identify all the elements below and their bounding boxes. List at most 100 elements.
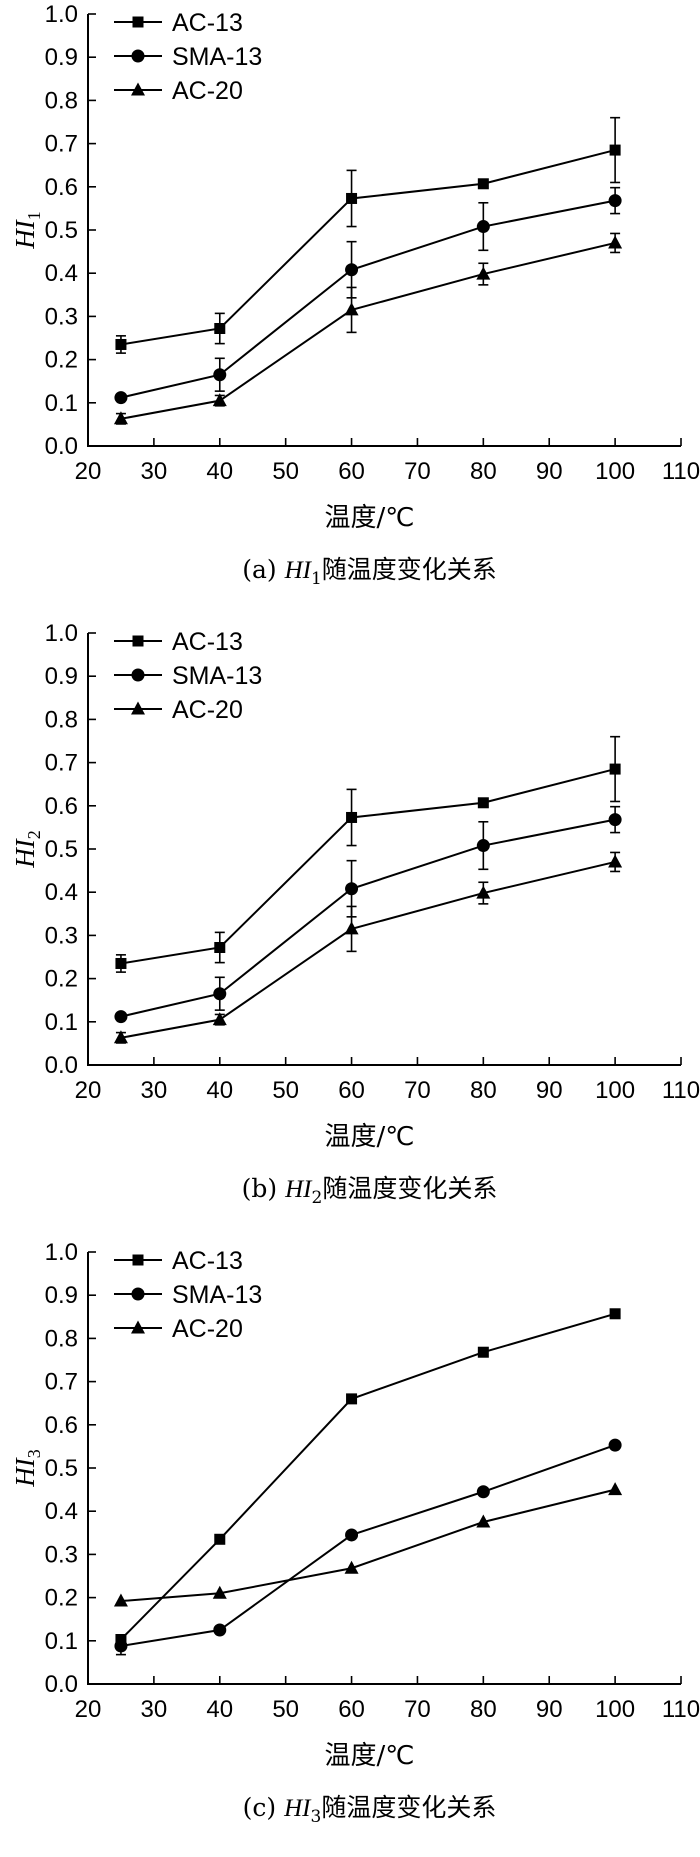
y-tick-label: 0.4 bbox=[45, 879, 78, 906]
series-sma-13 bbox=[114, 805, 622, 1024]
y-tick-label: 0.5 bbox=[45, 1455, 78, 1482]
chart-c: 0.0 0.1 0.2 0.3 0.4 0.5 0.6 0.7 0.8 0.9 1.0 20 30 40 5… bbox=[10, 1239, 700, 1827]
data-point bbox=[477, 178, 489, 190]
x-tick-label: 100 bbox=[595, 1696, 635, 1723]
x-axis-label: 温度/℃ bbox=[325, 1122, 415, 1152]
data-point bbox=[609, 763, 621, 775]
series-ac-13 bbox=[115, 116, 621, 354]
legend-label: SMA-13 bbox=[172, 662, 262, 690]
series-line bbox=[120, 149, 616, 346]
x-tick-label: 50 bbox=[272, 458, 299, 485]
x-tick-label: 60 bbox=[338, 1077, 365, 1104]
data-point bbox=[345, 263, 359, 277]
x-tick-label: 110 bbox=[662, 1696, 700, 1723]
data-point bbox=[114, 1010, 128, 1024]
chart-caption: (a) HI1随温度变化关系 bbox=[242, 555, 497, 589]
data-point bbox=[346, 811, 358, 823]
y-tick-label: 0.0 bbox=[45, 433, 78, 460]
legend-marker bbox=[131, 1320, 145, 1334]
x-tick-label: 110 bbox=[662, 1077, 700, 1104]
series-sma-13 bbox=[114, 1438, 622, 1656]
y-tick-label: 0.3 bbox=[45, 922, 78, 949]
data-point bbox=[608, 194, 622, 208]
x-tick-label: 80 bbox=[470, 1077, 497, 1104]
x-tick-label: 90 bbox=[536, 458, 563, 485]
data-point bbox=[212, 393, 227, 407]
chart-panel-c: 0.0 0.1 0.2 0.3 0.4 0.5 0.6 0.7 0.8 0.9 1.0 20 30 40 5… bbox=[0, 1238, 700, 1857]
data-point bbox=[608, 235, 623, 249]
y-tick-label: 1.0 bbox=[45, 620, 78, 647]
data-point bbox=[114, 1639, 128, 1653]
x-tick-label: 70 bbox=[404, 458, 431, 485]
data-point bbox=[113, 1593, 128, 1607]
x-tick-label: 80 bbox=[470, 458, 497, 485]
y-tick-label: 0.7 bbox=[45, 131, 78, 158]
x-tick-label: 40 bbox=[206, 1077, 233, 1104]
y-tick-label: 0.3 bbox=[45, 1541, 78, 1568]
series-ac-13 bbox=[115, 1308, 621, 1646]
data-point bbox=[214, 322, 226, 334]
series-line bbox=[120, 1444, 616, 1647]
x-tick-label: 20 bbox=[75, 458, 102, 485]
y-tick-label: 0.8 bbox=[45, 87, 78, 114]
y-tick-label: 0.3 bbox=[45, 303, 78, 330]
y-tick-label: 0.6 bbox=[45, 1412, 78, 1439]
data-point bbox=[346, 1393, 358, 1405]
x-tick-label: 50 bbox=[272, 1696, 299, 1723]
x-tick-label: 30 bbox=[141, 458, 168, 485]
legend-label: AC-20 bbox=[172, 696, 243, 724]
legend-marker bbox=[132, 635, 144, 647]
x-tick-label: 20 bbox=[75, 1696, 102, 1723]
series-line bbox=[120, 1312, 616, 1641]
x-tick-label: 60 bbox=[338, 458, 365, 485]
data-point bbox=[609, 144, 621, 156]
chart-b: 0.0 0.1 0.2 0.3 0.4 0.5 0.6 0.7 0.8 0.9 1.0 20 30 40 5… bbox=[10, 620, 700, 1208]
legend-marker bbox=[131, 668, 145, 682]
x-tick-label: 90 bbox=[536, 1077, 563, 1104]
x-tick-label: 110 bbox=[662, 458, 700, 485]
data-point bbox=[344, 921, 359, 935]
series-line bbox=[120, 860, 616, 1039]
data-point bbox=[477, 797, 489, 809]
data-point bbox=[115, 957, 127, 969]
y-tick-label: 0.0 bbox=[45, 1052, 78, 1079]
y-tick-label: 0.9 bbox=[45, 44, 78, 71]
y-tick-label: 0.9 bbox=[45, 663, 78, 690]
series-line bbox=[120, 199, 616, 399]
x-tick-label: 20 bbox=[75, 1077, 102, 1104]
legend-label: AC-13 bbox=[172, 1247, 243, 1275]
x-axis-label: 温度/℃ bbox=[325, 1741, 415, 1771]
data-point bbox=[609, 1308, 621, 1320]
legend-label: AC-20 bbox=[172, 1315, 243, 1343]
y-tick-label: 0.5 bbox=[45, 217, 78, 244]
legend-marker bbox=[131, 1287, 145, 1301]
y-tick-label: 0.1 bbox=[45, 390, 78, 417]
legend-marker bbox=[132, 16, 144, 28]
x-axis-label: 温度/℃ bbox=[325, 503, 415, 533]
y-tick-label: 0.2 bbox=[45, 347, 78, 374]
data-point bbox=[345, 882, 359, 896]
x-tick-label: 60 bbox=[338, 1696, 365, 1723]
y-tick-label: 0.1 bbox=[45, 1628, 78, 1655]
series-ac-20 bbox=[113, 851, 623, 1044]
series-line bbox=[120, 241, 616, 420]
y-tick-label: 0.0 bbox=[45, 1671, 78, 1698]
chart-a: 0.0 0.1 0.2 0.3 0.4 0.5 0.6 0.7 0.8 0.9 1.0 20 30 40 5… bbox=[10, 1, 700, 589]
legend-label: AC-13 bbox=[172, 628, 243, 656]
x-tick-label: 100 bbox=[595, 458, 635, 485]
y-tick-label: 0.4 bbox=[45, 1498, 78, 1525]
series-sma-13 bbox=[114, 186, 622, 405]
data-point bbox=[213, 987, 227, 1001]
data-point bbox=[115, 338, 127, 350]
x-tick-label: 70 bbox=[404, 1077, 431, 1104]
y-tick-label: 0.9 bbox=[45, 1282, 78, 1309]
y-tick-label: 0.7 bbox=[45, 750, 78, 777]
data-point bbox=[608, 1482, 623, 1496]
data-point bbox=[608, 854, 623, 868]
legend-marker bbox=[131, 82, 145, 96]
x-tick-label: 40 bbox=[206, 1696, 233, 1723]
chart-caption: (c) HI3随温度变化关系 bbox=[243, 1793, 497, 1827]
data-point bbox=[113, 1030, 128, 1044]
data-point bbox=[476, 885, 491, 899]
data-point bbox=[114, 391, 128, 405]
